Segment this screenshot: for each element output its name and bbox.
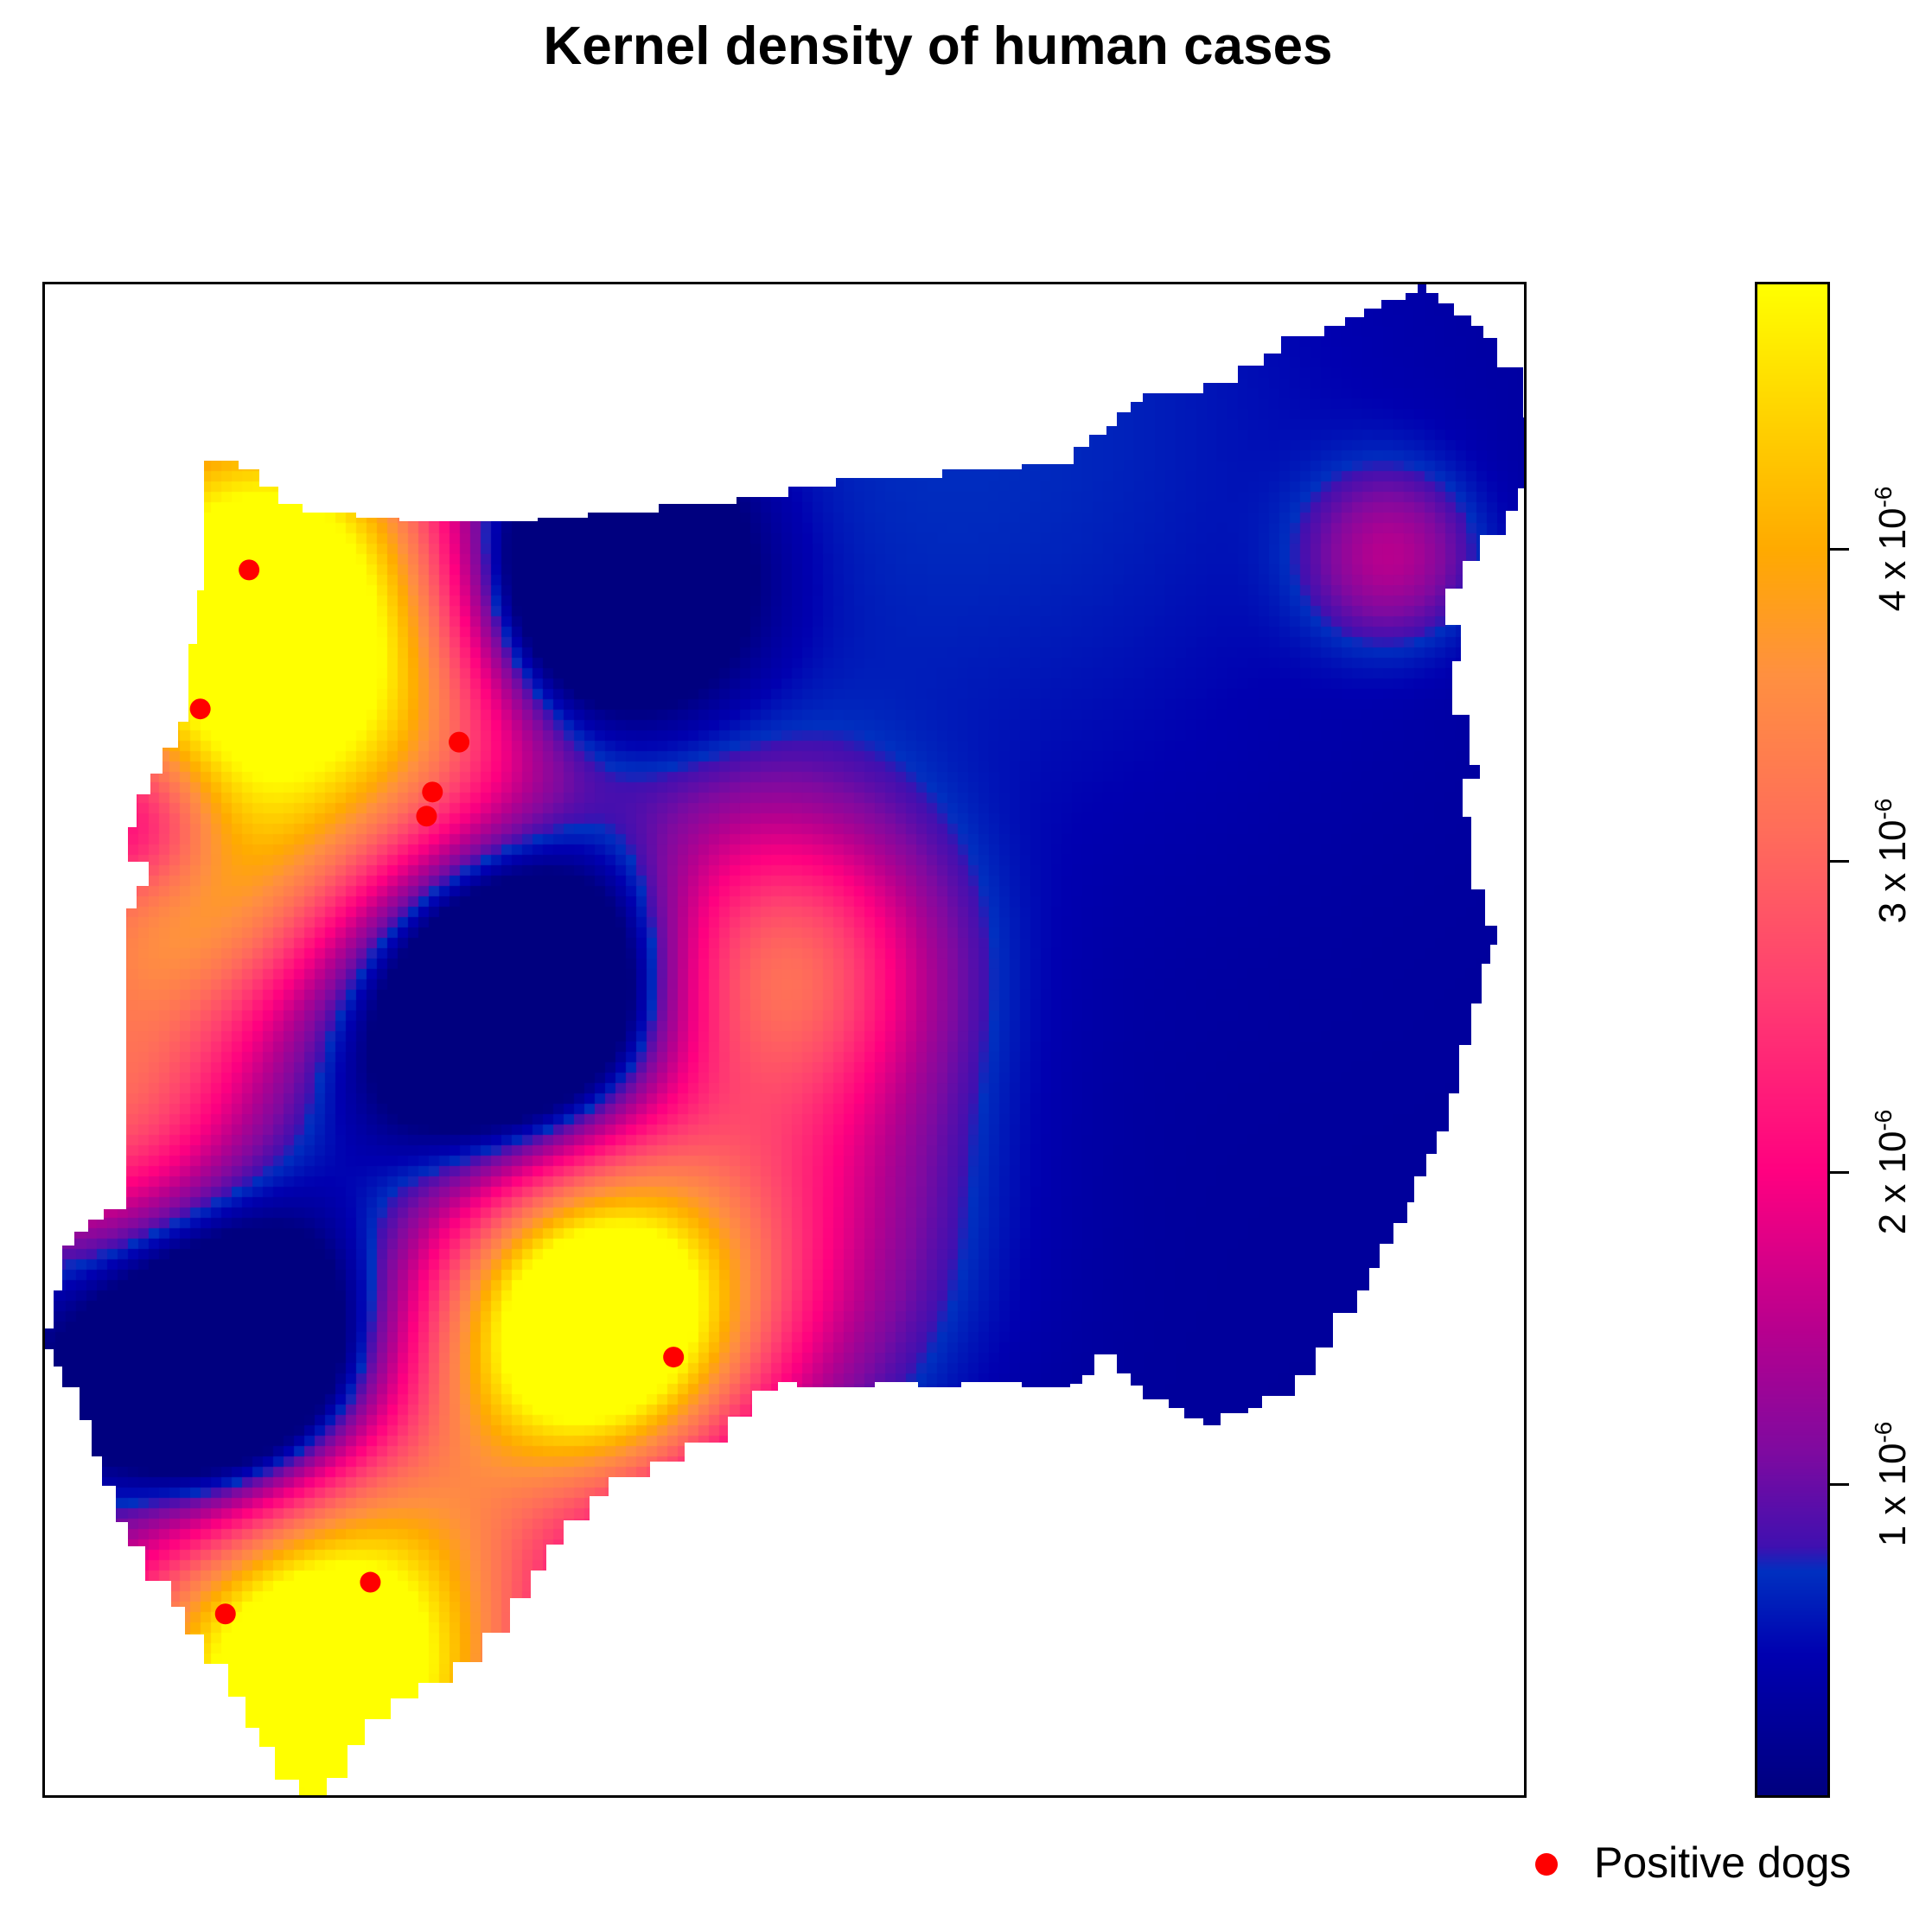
legend-marker-positive-dogs	[1535, 1853, 1558, 1876]
legend-label-positive-dogs: Positive dogs	[1594, 1838, 1852, 1887]
positive-dog-point	[360, 1571, 381, 1593]
positive-dog-point	[416, 806, 437, 827]
positive-dogs-points	[189, 559, 685, 1625]
map-panel	[42, 282, 1527, 1798]
positive-dog-point	[449, 731, 470, 753]
colorbar-tick-label: 2 x 10-6	[1870, 1109, 1914, 1235]
colorbar-tick-label: 4 x 10-6	[1870, 486, 1914, 612]
colorbar-tick-label: 3 x 10-6	[1870, 798, 1914, 924]
positive-dog-point	[422, 781, 443, 803]
colorbar-tick	[1830, 1482, 1849, 1486]
density-map	[45, 284, 1524, 1795]
positive-dog-point	[214, 1603, 236, 1625]
colorbar-tick-label: 1 x 10-6	[1870, 1421, 1914, 1546]
colorbar-tick	[1830, 859, 1849, 863]
positive-dog-point	[239, 559, 260, 581]
chart-title: Kernel density of human cases	[543, 16, 1333, 76]
colorbar-tick	[1830, 548, 1849, 551]
positive-dog-point	[189, 698, 211, 720]
positive-dog-point	[663, 1347, 685, 1368]
legend: Positive dogs	[1535, 1838, 1898, 1893]
colorbar	[1755, 282, 1830, 1798]
colorbar-axis: 1 x 10-6 2 x 10-6 3 x 10-6 4 x 10-6	[1830, 282, 1932, 1798]
colorbar-tick	[1830, 1171, 1849, 1175]
